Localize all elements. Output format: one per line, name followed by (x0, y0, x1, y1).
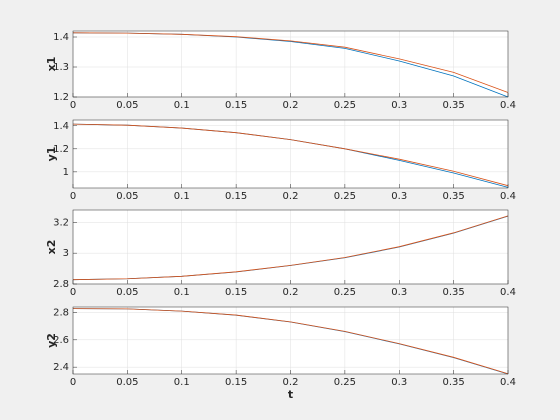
y-tick-label: 3 (63, 248, 69, 259)
x-tick-label: 0.25 (334, 100, 356, 111)
y-axis-label: x2 (45, 240, 58, 255)
x-tick-label: 0.05 (116, 377, 138, 388)
y-tick-label: 2.4 (53, 362, 69, 373)
x-tick-label: 0 (70, 100, 76, 111)
y-tick-label: 1.3 (53, 62, 69, 73)
y-tick-label: 1.2 (53, 144, 69, 155)
axes-box (72, 119, 509, 189)
x-tick-label: 0.1 (174, 100, 190, 111)
y-tick-label: 1.4 (53, 121, 69, 132)
line-series (72, 32, 509, 93)
x-tick-label: 0.05 (116, 100, 138, 111)
x-tick-label: 0.4 (500, 100, 516, 111)
line-series (72, 215, 509, 281)
x-tick-label: 0.05 (116, 287, 138, 298)
x-tick-label: 0.25 (334, 377, 356, 388)
x-tick-label: 0.35 (442, 377, 464, 388)
axes-box (72, 209, 509, 285)
y-tick-label: 1.2 (53, 92, 69, 103)
line-series (72, 123, 509, 187)
x-tick-label: 0.2 (283, 377, 299, 388)
y-tick-label: 2.8 (53, 279, 69, 290)
x-tick-label: 0.3 (391, 191, 407, 202)
x-tick-label: 0.35 (442, 100, 464, 111)
x-tick-label: 0.25 (334, 287, 356, 298)
x-tick-label: 0.05 (116, 191, 138, 202)
x-tick-label: 0.15 (225, 191, 247, 202)
x-tick-label: 0.3 (391, 100, 407, 111)
x-tick-label: 0.15 (225, 287, 247, 298)
x-tick-label: 0.2 (283, 191, 299, 202)
x-tick-label: 0.4 (500, 377, 516, 388)
y-tick-label: 2.8 (53, 307, 69, 318)
x-tick-label: 0.35 (442, 191, 464, 202)
x-tick-label: 0.1 (174, 287, 190, 298)
x-axis-label: t (288, 388, 293, 401)
x-tick-label: 0.3 (391, 377, 407, 388)
x-tick-label: 0.3 (391, 287, 407, 298)
x-tick-label: 0.1 (174, 377, 190, 388)
y-tick-label: 3.2 (53, 217, 69, 228)
x-tick-label: 0.35 (442, 287, 464, 298)
x-tick-label: 0 (70, 191, 76, 202)
y-axis-label: y2 (45, 333, 58, 348)
x-tick-label: 0.1 (174, 191, 190, 202)
y-tick-label: 1.4 (53, 32, 69, 43)
x-tick-label: 0.15 (225, 100, 247, 111)
x-tick-label: 0.4 (500, 191, 516, 202)
axes-box (72, 30, 509, 98)
x-tick-label: 0.2 (283, 287, 299, 298)
x-tick-label: 0.4 (500, 287, 516, 298)
y-axis-label: x1 (45, 57, 58, 72)
x-tick-label: 0 (70, 377, 76, 388)
axes-box (72, 306, 509, 375)
y-tick-label: 2.6 (53, 335, 69, 346)
x-tick-label: 0.25 (334, 191, 356, 202)
line-series (72, 308, 509, 375)
y-tick-label: 1 (63, 167, 69, 178)
y-axis-label: y1 (45, 147, 58, 162)
x-tick-label: 0.15 (225, 377, 247, 388)
x-tick-label: 0 (70, 287, 76, 298)
x-tick-label: 0.2 (283, 100, 299, 111)
